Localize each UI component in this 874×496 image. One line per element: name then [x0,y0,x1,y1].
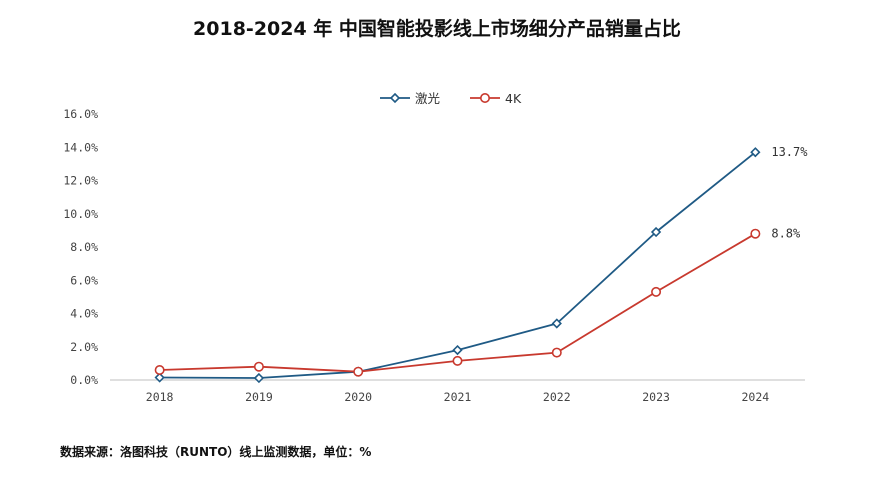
legend-marker [479,93,490,104]
data-point [651,286,662,297]
series-line-0 [159,151,756,379]
data-point [650,226,662,238]
y-tick-label: 4.0% [70,307,98,321]
y-tick-label: 14.0% [63,140,98,154]
data-point [750,228,761,239]
data-point [253,372,265,384]
line-chart: 0.0% 2.0% 4.0% 6.0% 8.0% 10.0% 12.0% 14.0% 16.0%… [63,91,808,404]
y-tick-label: 10.0% [63,207,98,221]
x-tick-label: 2019 [245,390,273,404]
x-tick-label: 2020 [344,390,372,404]
data-point [750,147,761,158]
y-tick-label: 16.0% [63,107,98,121]
x-tick-label: 2022 [543,390,571,404]
legend-label: 激光 [415,91,440,106]
chart-title: 2018-2024 年 中国智能投影线上市场细分产品销量占比 [193,18,681,40]
source-note: 数据来源：洛图科技（RUNTO）线上监测数据，单位：% [60,445,372,459]
data-point [452,344,463,356]
x-tick-label: 2024 [742,390,770,404]
legend-label: 4K [505,91,522,106]
data-point [154,365,165,376]
y-tick-label: 2.0% [70,340,98,354]
data-point [551,347,562,358]
y-tick-label: 6.0% [70,273,98,287]
data-point [452,355,463,366]
y-tick-label: 8.0% [70,240,98,254]
data-point [253,361,264,372]
x-tick-label: 2023 [642,390,670,404]
x-tick-label: 2021 [444,390,472,404]
y-tick-label: 0.0% [70,373,98,387]
legend-marker [389,92,401,104]
data-label: 8.8% [771,227,801,241]
x-tick-label: 2018 [146,390,174,404]
data-point [353,366,364,377]
data-label: 13.7% [771,145,808,159]
data-point [551,318,562,329]
data-point [154,372,165,383]
y-tick-label: 12.0% [63,174,98,188]
